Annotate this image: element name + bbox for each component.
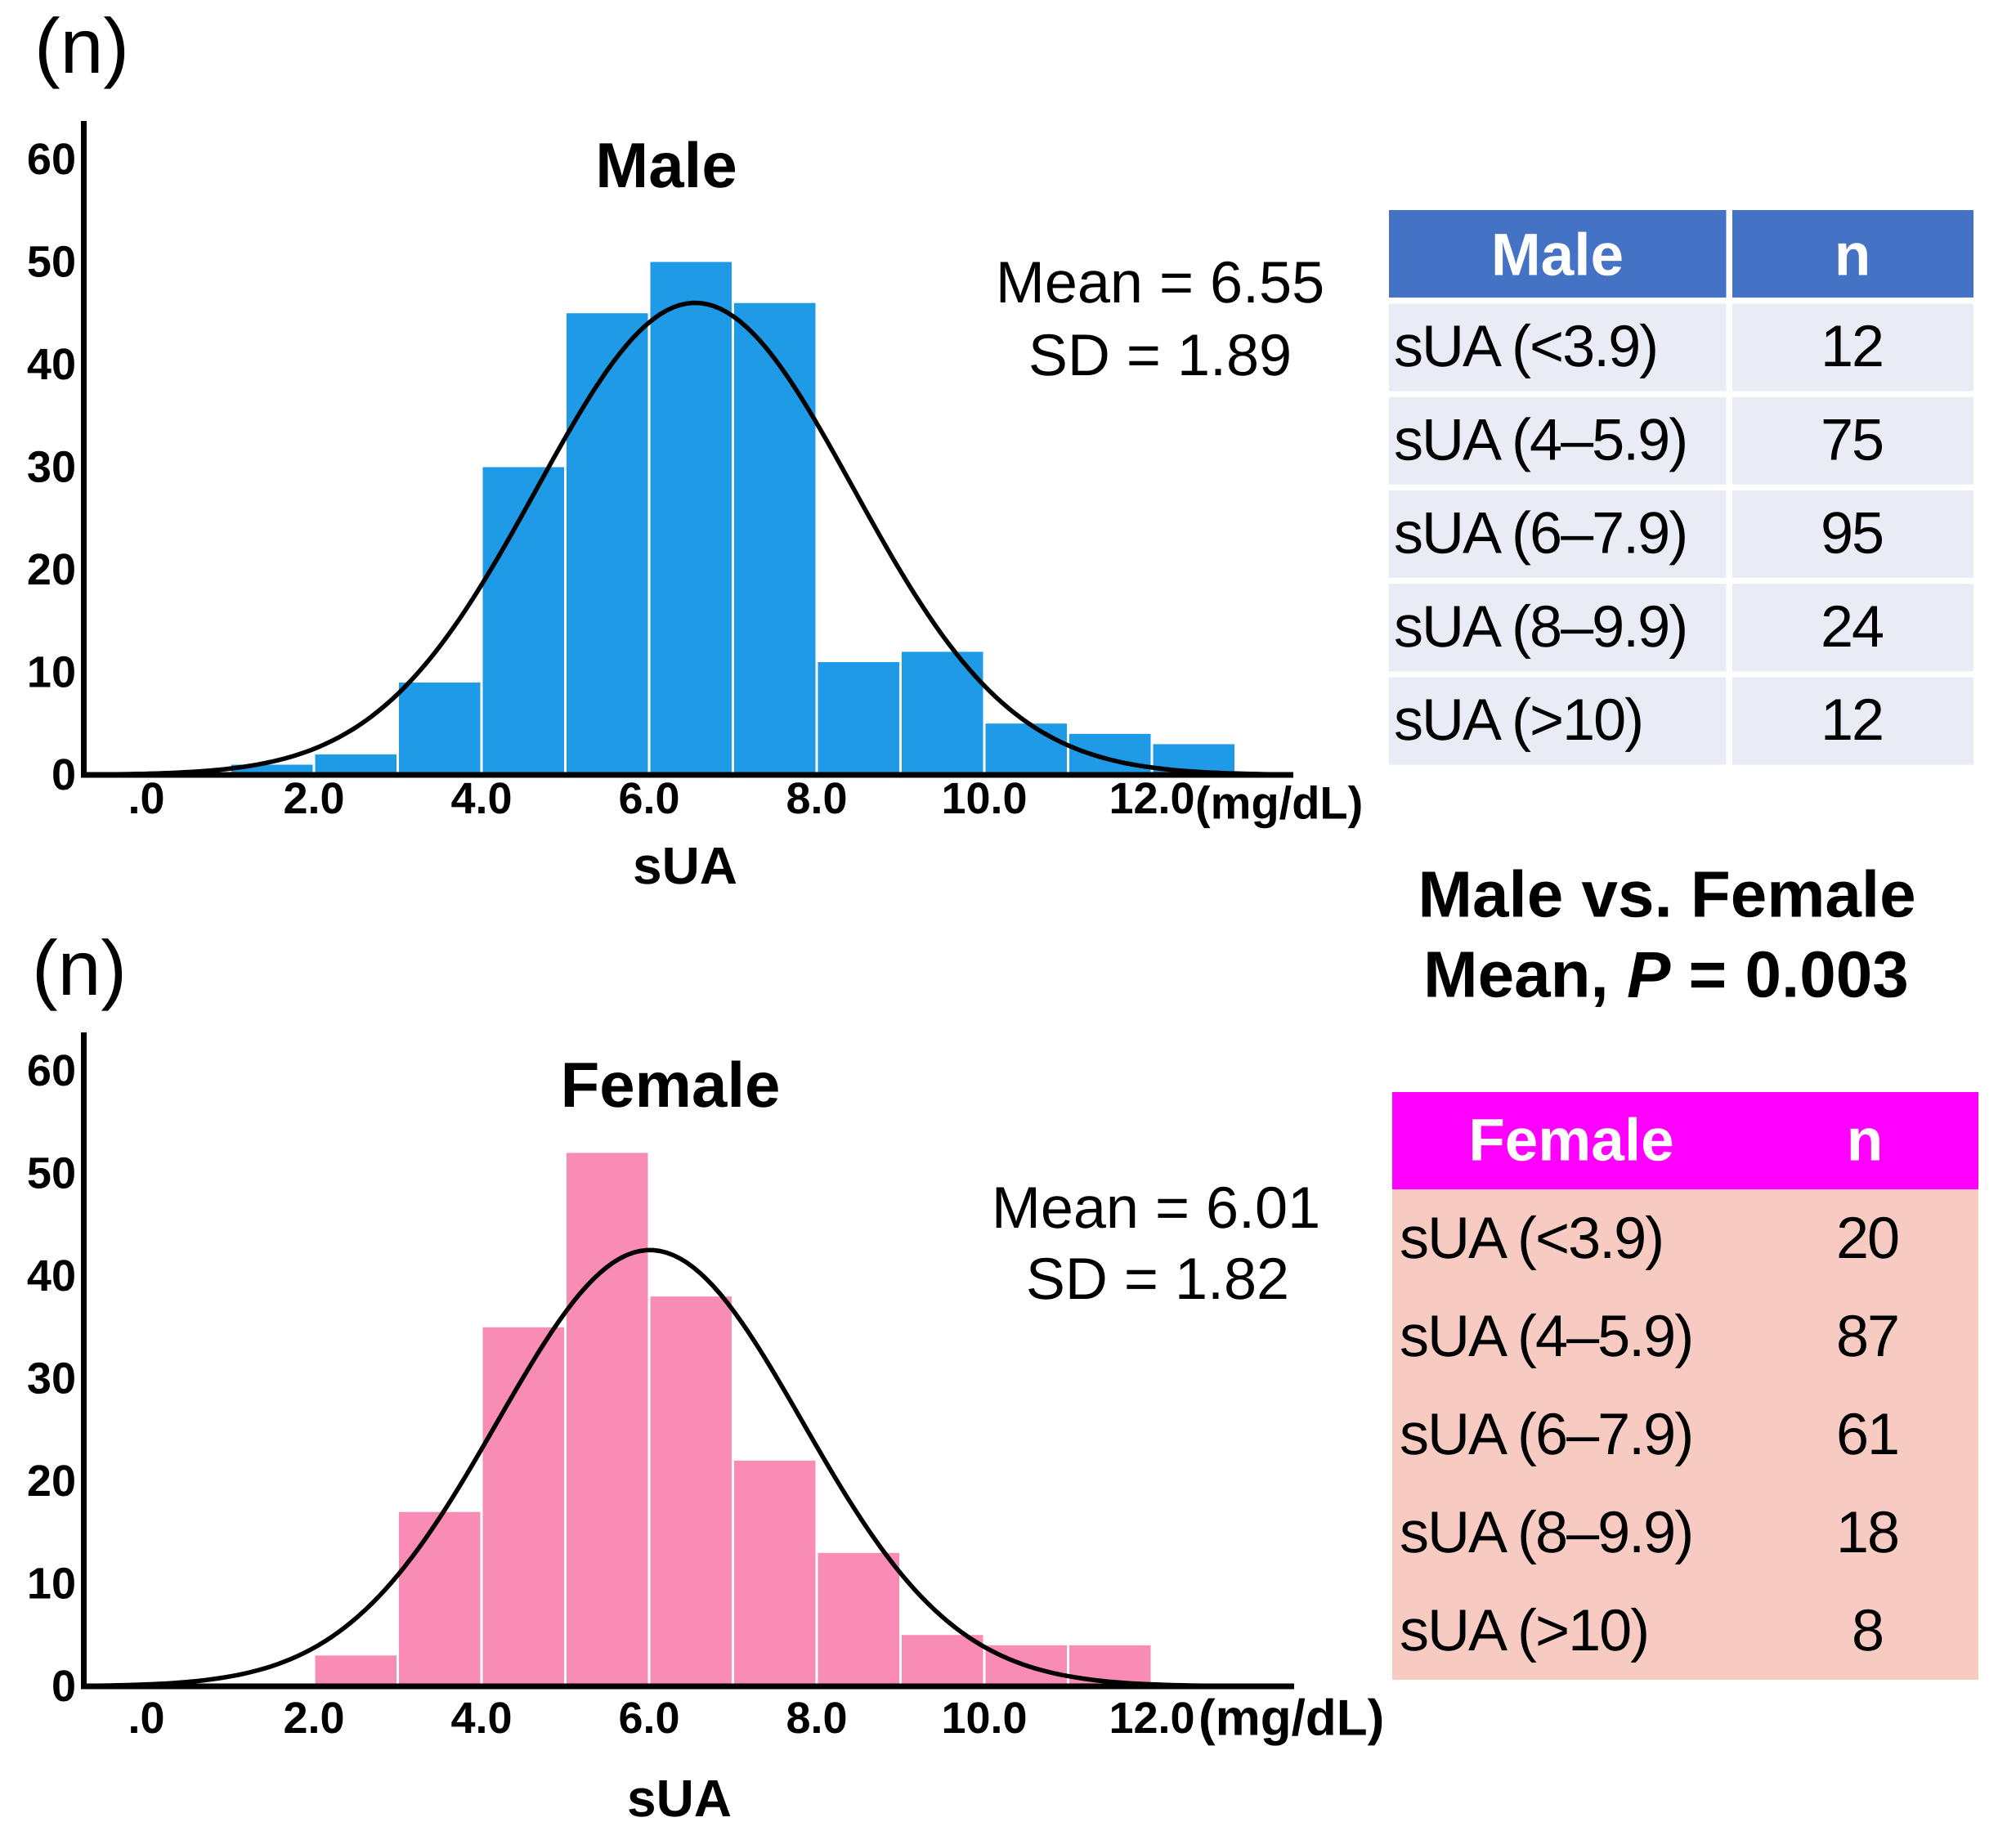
svg-text:8: 8 [1852, 1598, 1883, 1663]
svg-text:20: 20 [27, 1457, 76, 1506]
svg-text:6.0: 6.0 [618, 774, 679, 823]
svg-text:8.0: 8.0 [786, 774, 847, 823]
svg-text:40: 40 [27, 1251, 76, 1301]
svg-text:sUA (4–5.9): sUA (4–5.9) [1394, 407, 1687, 472]
svg-text:2.0: 2.0 [283, 774, 344, 823]
svg-text:(mg/dL): (mg/dL) [1195, 777, 1363, 829]
svg-text:95: 95 [1821, 501, 1883, 566]
svg-text:SD = 1.89: SD = 1.89 [1028, 323, 1292, 388]
svg-text:sUA (<3.9): sUA (<3.9) [1394, 314, 1657, 379]
svg-text:61: 61 [1836, 1402, 1898, 1467]
svg-text:10: 10 [27, 648, 76, 697]
svg-text:2.0: 2.0 [283, 1694, 344, 1743]
svg-text:10.0: 10.0 [941, 774, 1027, 823]
svg-text:12.0: 12.0 [1109, 774, 1194, 823]
svg-text:12: 12 [1821, 314, 1883, 379]
svg-text:Mean = 6.55: Mean = 6.55 [996, 250, 1324, 316]
svg-text:sUA (8–9.9): sUA (8–9.9) [1400, 1500, 1692, 1565]
svg-text:12: 12 [1821, 687, 1883, 753]
svg-text:6.0: 6.0 [618, 1694, 679, 1743]
svg-text:Male: Male [1491, 222, 1624, 289]
svg-text:10: 10 [27, 1560, 76, 1609]
svg-text:8.0: 8.0 [786, 1694, 847, 1743]
svg-text:20: 20 [1836, 1206, 1898, 1271]
svg-text:n: n [1847, 1108, 1884, 1174]
svg-text:0: 0 [52, 1662, 76, 1711]
svg-text:Male: Male [595, 129, 737, 201]
svg-text:60: 60 [27, 1046, 76, 1095]
svg-text:10.0: 10.0 [941, 1694, 1027, 1743]
svg-text:.0: .0 [128, 1694, 164, 1743]
svg-text:4.0: 4.0 [450, 774, 512, 823]
svg-text:24: 24 [1821, 594, 1883, 660]
svg-text:.0: .0 [128, 774, 164, 823]
svg-text:0: 0 [52, 750, 76, 799]
svg-text:12.0: 12.0 [1109, 1694, 1194, 1743]
svg-text:75: 75 [1821, 407, 1883, 472]
svg-text:(mg/dL): (mg/dL) [1198, 1690, 1384, 1747]
svg-text:sUA (>10): sUA (>10) [1400, 1598, 1648, 1663]
svg-text:sUA: sUA [627, 1769, 732, 1828]
svg-text:30: 30 [27, 443, 76, 492]
svg-text:sUA (6–7.9): sUA (6–7.9) [1400, 1402, 1692, 1467]
svg-text:n: n [1835, 222, 1871, 289]
svg-text:Male vs. Female: Male vs. Female [1418, 858, 1915, 931]
svg-text:20: 20 [27, 545, 76, 594]
svg-text:60: 60 [27, 135, 76, 184]
svg-text:sUA (4–5.9): sUA (4–5.9) [1400, 1304, 1692, 1369]
svg-text:18: 18 [1836, 1500, 1898, 1565]
svg-text:sUA (8–9.9): sUA (8–9.9) [1394, 594, 1687, 660]
svg-text:87: 87 [1836, 1304, 1898, 1369]
svg-text:30: 30 [27, 1354, 76, 1403]
svg-text:sUA: sUA [633, 836, 737, 895]
svg-text:Female: Female [561, 1049, 781, 1121]
svg-text:Mean, P = 0.003: Mean, P = 0.003 [1423, 938, 1909, 1011]
svg-text:(n): (n) [34, 3, 129, 90]
svg-text:SD = 1.82: SD = 1.82 [1026, 1247, 1289, 1312]
svg-text:Female: Female [1468, 1108, 1674, 1174]
svg-text:sUA (<3.9): sUA (<3.9) [1400, 1206, 1663, 1271]
svg-text:50: 50 [27, 238, 76, 287]
svg-text:sUA (6–7.9): sUA (6–7.9) [1394, 501, 1687, 566]
svg-text:sUA (>10): sUA (>10) [1394, 687, 1642, 753]
svg-text:50: 50 [27, 1149, 76, 1198]
svg-text:Mean = 6.01: Mean = 6.01 [992, 1175, 1320, 1241]
svg-text:(n): (n) [32, 925, 127, 1012]
svg-text:40: 40 [27, 340, 76, 389]
svg-text:4.0: 4.0 [450, 1694, 512, 1743]
